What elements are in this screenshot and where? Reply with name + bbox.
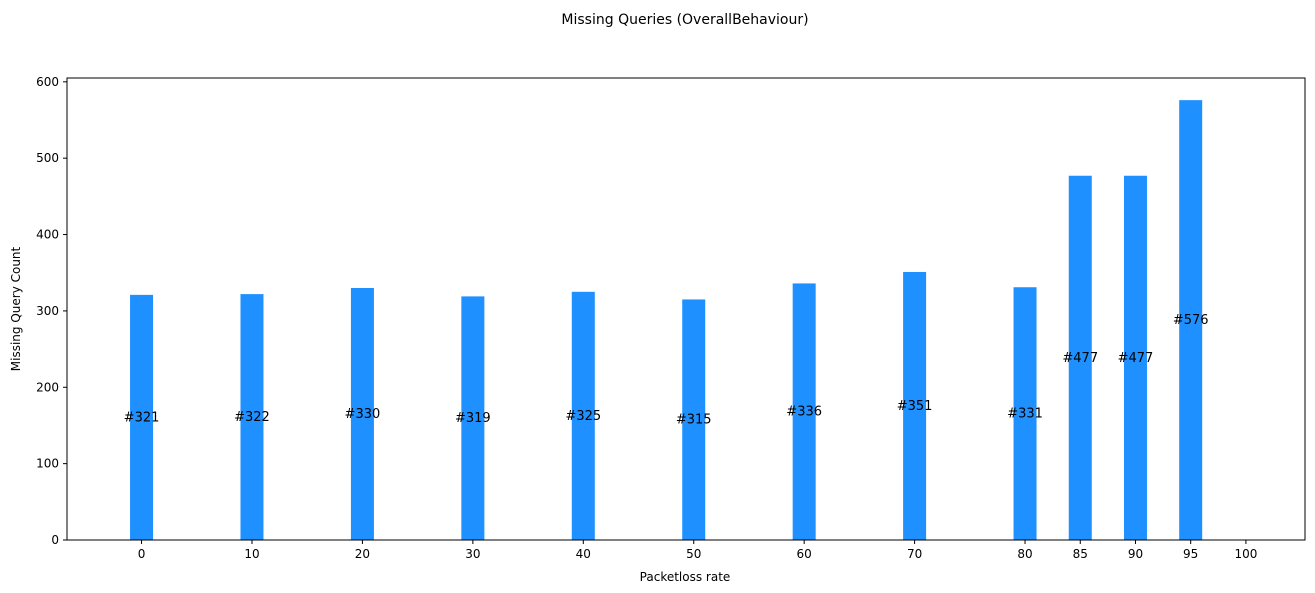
data-label-80: #331 <box>1007 407 1043 422</box>
bar-0 <box>130 294 154 540</box>
bar-70 <box>903 271 927 540</box>
x-tick-label: 10 <box>244 547 259 561</box>
y-tick-label: 0 <box>51 533 59 547</box>
bar-50 <box>682 299 706 540</box>
y-axis-label: Missing Query Count <box>9 246 23 371</box>
x-tick-label: 50 <box>686 547 701 561</box>
data-label-20: #330 <box>345 407 381 422</box>
y-axis: 0 100 200 300 400 500 600 <box>36 75 67 547</box>
bar-40 <box>571 291 595 540</box>
data-label-90: #477 <box>1118 351 1154 366</box>
data-label-50: #315 <box>676 413 712 428</box>
bar-60 <box>792 283 816 540</box>
x-tick-label: 95 <box>1183 547 1198 561</box>
data-label-85: #477 <box>1062 351 1098 366</box>
y-tick-label: 300 <box>36 304 59 318</box>
y-tick-label: 500 <box>36 151 59 165</box>
bar-85 <box>1068 175 1092 540</box>
x-tick-label: 80 <box>1017 547 1032 561</box>
data-label-0: #321 <box>124 410 160 425</box>
x-tick-label: 90 <box>1128 547 1143 561</box>
x-tick-label: 30 <box>465 547 480 561</box>
x-axis-label: Packetloss rate <box>640 570 731 584</box>
chart-title: Missing Queries (OverallBehaviour) <box>561 12 808 28</box>
data-label-30: #319 <box>455 411 491 426</box>
x-tick-label: 60 <box>797 547 812 561</box>
bar-30 <box>461 296 485 540</box>
x-tick-label: 70 <box>907 547 922 561</box>
x-tick-label: 20 <box>355 547 370 561</box>
bars-layer <box>130 100 1203 541</box>
data-label-10: #322 <box>234 410 270 425</box>
y-tick-label: 100 <box>36 457 59 471</box>
y-tick-label: 600 <box>36 75 59 89</box>
y-tick-label: 400 <box>36 228 59 242</box>
data-label-70: #351 <box>897 399 933 414</box>
x-tick-label: 40 <box>576 547 591 561</box>
x-tick-label: 100 <box>1234 547 1257 561</box>
bar-10 <box>240 294 264 540</box>
bar-95 <box>1179 100 1203 541</box>
x-tick-label: 0 <box>138 547 146 561</box>
data-label-40: #325 <box>565 409 601 424</box>
data-label-95: #576 <box>1173 313 1209 328</box>
y-tick-label: 200 <box>36 380 59 394</box>
bar-80 <box>1013 287 1037 540</box>
x-axis: 0 10 20 30 40 50 60 70 80 85 90 95 100 <box>138 540 1257 561</box>
bar-20 <box>350 288 374 540</box>
data-labels-layer: #321 #322 #330 #319 #325 #315 #336 #351 #331 #477… <box>124 313 1209 428</box>
data-label-60: #336 <box>786 405 822 420</box>
x-tick-label: 85 <box>1073 547 1088 561</box>
plot-frame <box>66 77 1306 541</box>
bar-90 <box>1123 175 1147 540</box>
